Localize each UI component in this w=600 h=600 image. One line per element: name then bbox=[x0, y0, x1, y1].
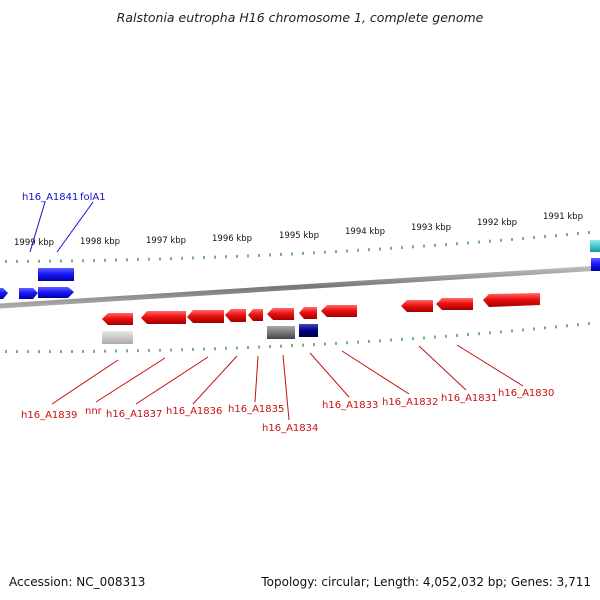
map-title: Ralstonia eutropha H16 chromosome 1, com… bbox=[116, 10, 484, 25]
gene-label[interactable]: nnr bbox=[85, 406, 103, 417]
kbp-label: 1995 kbp bbox=[279, 231, 319, 241]
gene-feature[interactable] bbox=[38, 287, 74, 298]
leader-line bbox=[254, 355, 259, 403]
gene-feature[interactable] bbox=[591, 258, 600, 271]
genome-summary-text: Topology: circular; Length: 4,052,032 bp… bbox=[261, 575, 591, 589]
gene-feature[interactable] bbox=[102, 331, 133, 344]
gene-feature[interactable] bbox=[436, 298, 473, 310]
gene-label[interactable]: h16_A1831 bbox=[441, 393, 497, 404]
kbp-label: 1994 kbp bbox=[345, 227, 385, 237]
gene-feature[interactable] bbox=[483, 293, 540, 307]
kbp-label: 1997 kbp bbox=[146, 236, 186, 246]
gene-label[interactable]: h16_A1837 bbox=[106, 409, 162, 420]
gene-label[interactable]: folA1 bbox=[80, 192, 106, 203]
tick-row-top bbox=[5, 231, 590, 263]
chromosome-backbone bbox=[0, 265, 600, 309]
gene-label[interactable]: h16_A1839 bbox=[21, 410, 77, 421]
kbp-labels: 1999 kbp 1998 kbp 1997 kbp 1996 kbp 1995… bbox=[14, 212, 583, 248]
gene-feature[interactable] bbox=[0, 288, 8, 299]
kbp-label: 1996 kbp bbox=[212, 234, 252, 244]
leader-line bbox=[282, 354, 290, 421]
gene-label[interactable]: h16_A1834 bbox=[262, 423, 318, 434]
kbp-label: 1998 kbp bbox=[80, 237, 120, 247]
gene-label[interactable]: h16_A1836 bbox=[166, 406, 222, 417]
kbp-label: 1992 kbp bbox=[477, 218, 517, 228]
gene-label[interactable]: h16_A1832 bbox=[382, 397, 438, 408]
top-gene-labels: h16_A1841 folA1 bbox=[22, 192, 106, 253]
gene-feature[interactable] bbox=[19, 288, 38, 299]
leader-line bbox=[56, 201, 94, 253]
gene-feature[interactable] bbox=[267, 308, 294, 320]
leader-line bbox=[135, 356, 209, 405]
gene-label[interactable]: h16_A1833 bbox=[322, 400, 378, 411]
tick-row-bottom bbox=[5, 322, 590, 354]
gene-feature[interactable] bbox=[299, 307, 317, 319]
gene-feature[interactable] bbox=[401, 300, 433, 312]
gene-feature[interactable] bbox=[299, 324, 318, 337]
bottom-gene-labels: h16_A1839 nnr h16_A1837 h16_A1836 h16_A1… bbox=[21, 344, 554, 434]
kbp-label: 1993 kbp bbox=[411, 223, 451, 233]
leader-line bbox=[51, 359, 119, 405]
leader-line bbox=[29, 201, 46, 253]
gene-label[interactable]: h16_A1841 bbox=[22, 192, 78, 203]
gene-feature[interactable] bbox=[267, 326, 295, 339]
gene-feature[interactable] bbox=[590, 240, 600, 252]
kbp-label: 1999 kbp bbox=[14, 238, 54, 248]
gene-label[interactable]: h16_A1835 bbox=[228, 404, 284, 415]
leader-line bbox=[341, 350, 410, 395]
gene-feature[interactable] bbox=[102, 313, 133, 325]
forward-genes bbox=[0, 240, 600, 299]
leader-line bbox=[95, 357, 166, 403]
gene-feature[interactable] bbox=[187, 310, 224, 323]
gene-label[interactable]: h16_A1830 bbox=[498, 388, 554, 399]
kbp-label: 1991 kbp bbox=[543, 212, 583, 222]
gene-feature[interactable] bbox=[38, 268, 74, 281]
gene-feature[interactable] bbox=[248, 309, 263, 321]
leader-line bbox=[456, 344, 524, 387]
gene-feature[interactable] bbox=[141, 311, 186, 324]
leader-line bbox=[309, 352, 350, 398]
leader-line bbox=[418, 345, 467, 391]
gene-feature[interactable] bbox=[225, 309, 246, 322]
gene-feature[interactable] bbox=[321, 305, 357, 317]
accession-text: Accession: NC_008313 bbox=[9, 575, 146, 589]
reverse-genes bbox=[102, 293, 540, 344]
leader-line bbox=[192, 355, 238, 405]
